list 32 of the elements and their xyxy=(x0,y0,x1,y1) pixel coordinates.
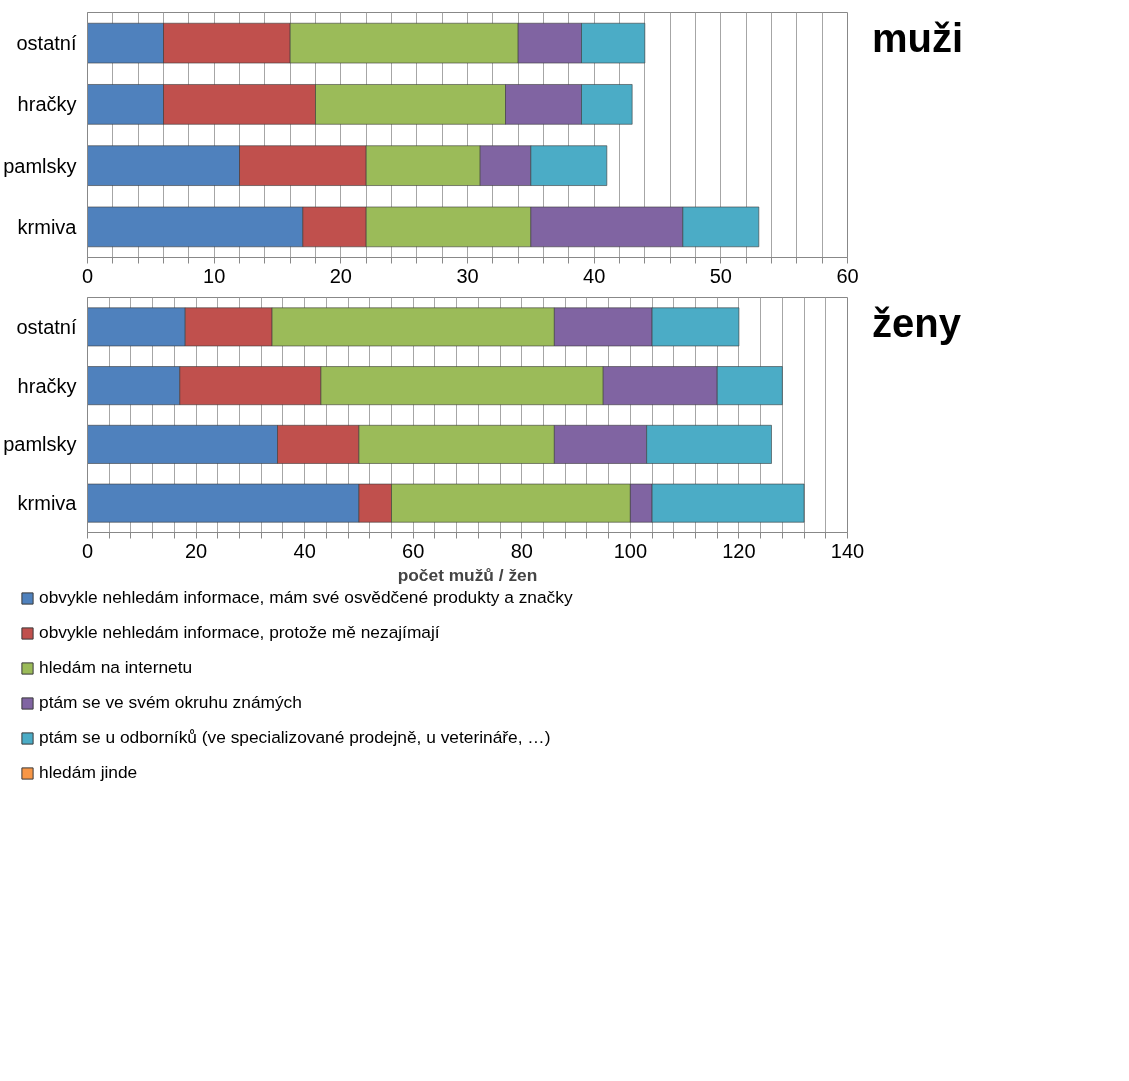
x-tick-label: 60 xyxy=(402,539,425,562)
legend-label: hledám jinde xyxy=(39,762,138,783)
x-tick-label: 20 xyxy=(329,264,352,287)
legend-label: ptám se u odborníků (ve specializované prodejně, u veterináře, …) xyxy=(39,727,551,748)
x-tick-label: 140 xyxy=(830,539,865,562)
x-tick-label: 10 xyxy=(203,264,226,287)
y-tick-label: hračky xyxy=(17,374,77,397)
legend-label: hledám na internetu xyxy=(39,657,193,678)
y-tick-label: ostatní xyxy=(16,315,77,338)
chart-title: ženy xyxy=(872,300,961,347)
chart-title: muži xyxy=(872,15,964,62)
x-tick-label: 20 xyxy=(184,539,208,562)
legend-label: obvykle nehledám informace, protože mě nezajímají xyxy=(39,622,440,643)
y-tick-label: krmiva xyxy=(17,215,78,238)
x-tick-label: 80 xyxy=(510,539,533,562)
x-axis-title: počet mužů / žen xyxy=(397,564,538,585)
y-tick-label: pamlsky xyxy=(3,154,77,177)
y-tick-label: ostatní xyxy=(16,32,77,55)
x-tick-label: 120 xyxy=(722,539,756,562)
x-tick-label: 40 xyxy=(293,539,316,562)
x-tick-label: 100 xyxy=(613,539,648,562)
legend-label: obvykle nehledám informace, mám své osvědčené produkty a značky xyxy=(39,587,573,608)
x-tick-label: 0 xyxy=(81,264,94,287)
x-tick-label: 50 xyxy=(709,264,732,287)
x-tick-label: 0 xyxy=(81,539,94,562)
y-tick-label: pamlsky xyxy=(3,433,77,456)
legend-label: ptám se ve svém okruhu známých xyxy=(39,692,302,713)
x-tick-label: 30 xyxy=(456,264,479,287)
y-tick-label: hračky xyxy=(17,93,77,116)
x-tick-label: 40 xyxy=(583,264,606,287)
x-tick-label: 60 xyxy=(836,264,859,287)
y-tick-label: krmiva xyxy=(17,492,78,515)
